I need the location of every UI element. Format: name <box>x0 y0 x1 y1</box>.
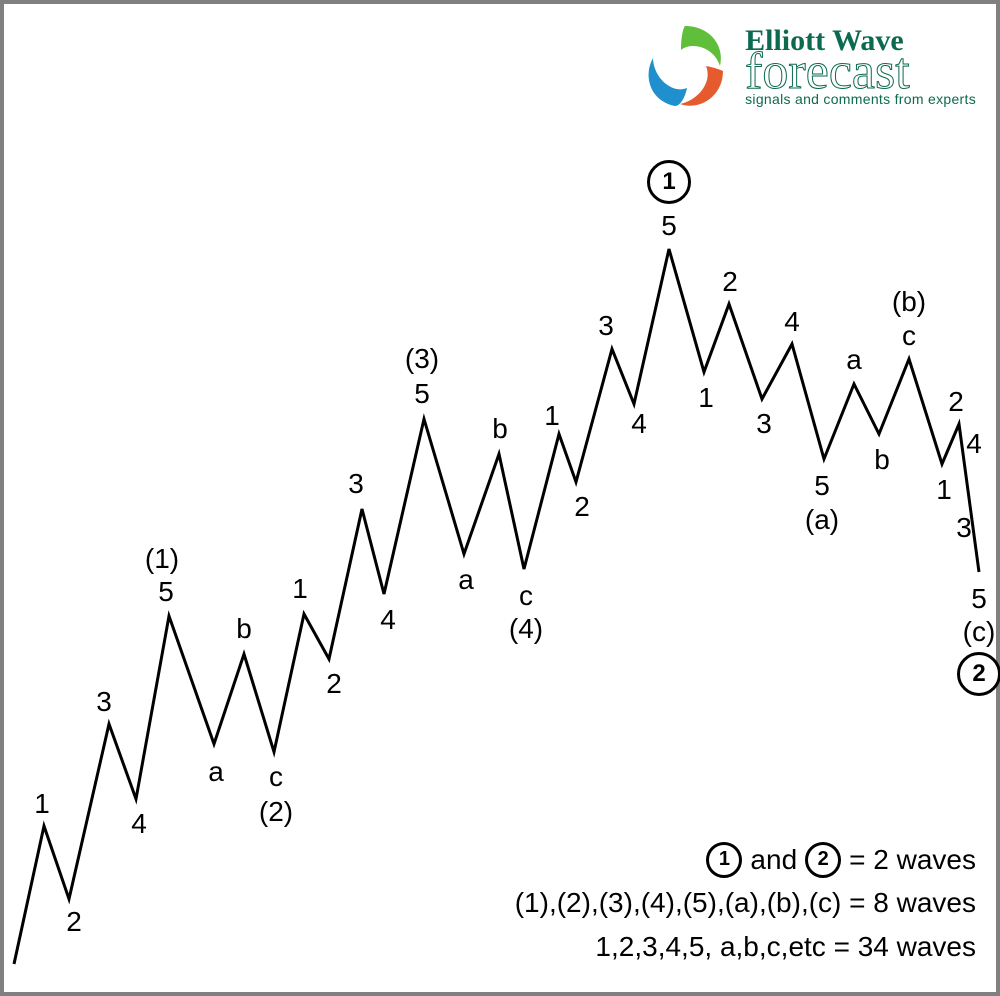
legend-text: and <box>750 838 797 881</box>
wave-label: b <box>236 613 252 645</box>
wave-label: (1) <box>145 543 179 575</box>
circled-wave-label: 1 <box>647 160 691 204</box>
legend-line-3: 1,2,3,4,5, a,b,c,etc = 34 waves <box>515 925 976 968</box>
wave-label: 2 <box>722 266 738 298</box>
wave-label: 2 <box>574 491 590 523</box>
circled-wave-label: 2 <box>957 652 1000 696</box>
diagram-frame: Elliott Wave forecast signals and commen… <box>0 0 1000 996</box>
wave-label: b <box>492 413 508 445</box>
wave-label: a <box>208 756 224 788</box>
wave-label: 1 <box>292 573 308 605</box>
legend-line-2: (1),(2),(3),(4),(5),(a),(b),(c) = 8 wave… <box>515 881 976 924</box>
wave-label: 4 <box>784 306 800 338</box>
wave-label: c <box>519 580 533 612</box>
wave-label: a <box>458 564 474 596</box>
wave-label: 2 <box>948 386 964 418</box>
wave-label: 5 <box>661 210 677 242</box>
wave-label: c <box>902 320 916 352</box>
wave-label: 3 <box>348 468 364 500</box>
wave-label: c <box>269 761 283 793</box>
wave-label: 1 <box>544 400 560 432</box>
wave-label: 5 <box>414 378 430 410</box>
wave-label: 3 <box>96 686 112 718</box>
wave-label: (3) <box>405 343 439 375</box>
legend-text: = 2 waves <box>849 838 976 881</box>
wave-label: (2) <box>259 796 293 828</box>
wave-label: 1 <box>698 382 714 414</box>
wave-label: a <box>846 344 862 376</box>
legend-circled-2-icon: 2 <box>805 842 841 878</box>
wave-label: (4) <box>509 613 543 645</box>
wave-label: 5 <box>814 470 830 502</box>
wave-label: 5 <box>158 576 174 608</box>
wave-label: 2 <box>326 668 342 700</box>
legend-circled-1-icon: 1 <box>706 842 742 878</box>
wave-label: b <box>874 444 890 476</box>
wave-label: 4 <box>131 808 147 840</box>
wave-label: 4 <box>380 604 396 636</box>
wave-label: 2 <box>66 906 82 938</box>
wave-label: (b) <box>892 286 926 318</box>
wave-label: 1 <box>936 474 952 506</box>
legend-line-1: 1 and 2 = 2 waves <box>515 838 976 881</box>
wave-label: 1 <box>34 788 50 820</box>
wave-label: 3 <box>598 310 614 342</box>
wave-label: 4 <box>966 428 982 460</box>
wave-label: 4 <box>631 408 647 440</box>
wave-label: 3 <box>956 512 972 544</box>
wave-label: (c) <box>963 616 996 648</box>
legend: 1 and 2 = 2 waves (1),(2),(3),(4),(5),(a… <box>515 838 976 968</box>
wave-label: 5 <box>971 583 987 615</box>
wave-label: 3 <box>756 408 772 440</box>
wave-label: (a) <box>805 504 839 536</box>
